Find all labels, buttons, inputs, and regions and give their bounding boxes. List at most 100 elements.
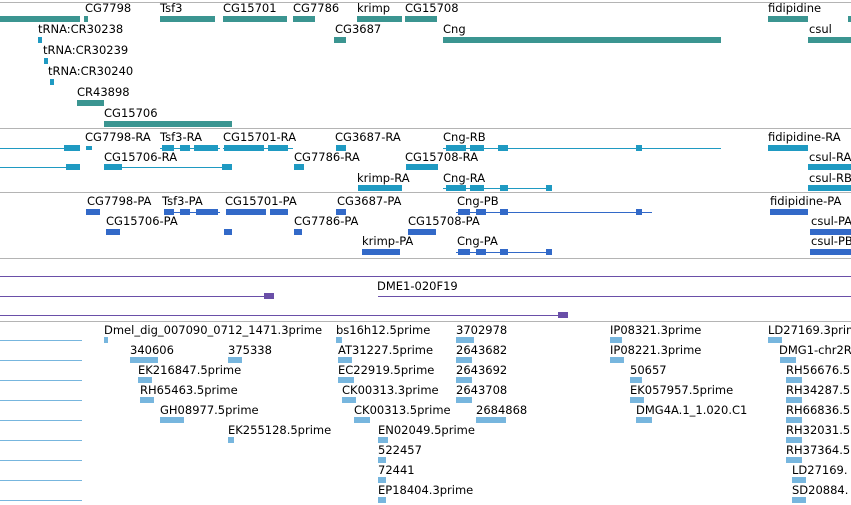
est-feature[interactable] bbox=[786, 377, 802, 383]
gene-feature[interactable] bbox=[334, 37, 346, 43]
est-feature[interactable] bbox=[610, 337, 622, 343]
gene-label[interactable]: CR43898 bbox=[77, 85, 130, 99]
gene-label[interactable]: krimp bbox=[357, 1, 391, 15]
transcript-exon[interactable] bbox=[222, 164, 232, 170]
est-feature[interactable] bbox=[378, 437, 388, 443]
est-label[interactable]: RH32031.5 bbox=[786, 423, 851, 437]
gene-feature[interactable] bbox=[293, 16, 315, 22]
est-label[interactable]: IP08321.3prime bbox=[610, 323, 702, 337]
est-label[interactable]: EK255128.5prime bbox=[228, 423, 332, 437]
transcript-label[interactable]: CG15701-RA bbox=[223, 130, 297, 144]
est-feature[interactable] bbox=[456, 377, 472, 383]
protein-label[interactable]: CG15701-PA bbox=[225, 194, 297, 208]
protein-cds[interactable] bbox=[86, 209, 100, 215]
est-feature[interactable] bbox=[630, 377, 642, 383]
gene-feature[interactable] bbox=[405, 16, 437, 22]
est-label[interactable]: 3702978 bbox=[456, 323, 508, 337]
transcript-exon[interactable] bbox=[500, 185, 508, 191]
est-label[interactable]: RH66836.5 bbox=[786, 403, 851, 417]
est-label[interactable]: LD27169.3prime bbox=[768, 323, 851, 337]
clone-line[interactable] bbox=[0, 315, 564, 316]
est-feature[interactable] bbox=[456, 337, 474, 343]
transcript-exon[interactable] bbox=[498, 145, 508, 151]
protein-label[interactable]: Cng-PB bbox=[457, 194, 499, 208]
gene-feature[interactable] bbox=[50, 79, 54, 85]
transcript-label[interactable]: CG15708-RA bbox=[405, 150, 479, 164]
transcript-exon[interactable] bbox=[268, 145, 288, 151]
protein-cds[interactable] bbox=[810, 229, 851, 235]
est-label[interactable]: RH56676.5 bbox=[786, 363, 851, 377]
est-feature[interactable] bbox=[130, 357, 158, 363]
transcript-exon[interactable] bbox=[336, 145, 346, 151]
transcript-exon[interactable] bbox=[86, 146, 92, 150]
transcript-exon[interactable] bbox=[446, 145, 466, 151]
transcript-exon[interactable] bbox=[224, 145, 264, 151]
gene-label[interactable]: CG15708 bbox=[405, 1, 459, 15]
est-label[interactable]: IP08221.3prime bbox=[610, 343, 702, 357]
est-feature[interactable] bbox=[228, 437, 234, 443]
est-feature[interactable] bbox=[476, 417, 506, 423]
protein-label[interactable]: CG15708-PA bbox=[408, 214, 480, 228]
est-label[interactable]: RH65463.5prime bbox=[140, 383, 238, 397]
protein-cds[interactable] bbox=[106, 229, 120, 235]
est-label[interactable]: 2684868 bbox=[476, 403, 528, 417]
transcript-exon[interactable] bbox=[808, 185, 851, 191]
gene-feature[interactable] bbox=[768, 16, 808, 22]
transcript-exon[interactable] bbox=[66, 164, 80, 170]
clone-line[interactable] bbox=[0, 296, 270, 297]
gene-feature[interactable] bbox=[357, 16, 402, 22]
est-feature[interactable] bbox=[338, 377, 354, 383]
est-label[interactable]: 72441 bbox=[378, 463, 415, 477]
protein-label[interactable]: csul-PA bbox=[811, 214, 851, 228]
est-label[interactable]: EC22919.5prime bbox=[338, 363, 435, 377]
est-label[interactable]: 2643682 bbox=[456, 343, 508, 357]
protein-cds[interactable] bbox=[770, 209, 808, 215]
est-feature[interactable] bbox=[140, 397, 154, 403]
est-feature[interactable] bbox=[610, 357, 624, 363]
est-feature[interactable] bbox=[786, 457, 802, 463]
transcript-label[interactable]: Cng-RA bbox=[443, 171, 486, 185]
protein-cds[interactable] bbox=[226, 209, 266, 215]
est-label[interactable]: 340606 bbox=[130, 343, 174, 357]
protein-cds[interactable] bbox=[500, 209, 508, 215]
est-label[interactable]: SD20884. bbox=[792, 483, 849, 497]
est-feature[interactable] bbox=[456, 397, 472, 403]
est-feature[interactable] bbox=[378, 497, 386, 503]
protein-label[interactable]: CG7786-PA bbox=[294, 214, 359, 228]
est-feature[interactable] bbox=[768, 337, 782, 343]
est-feature[interactable] bbox=[104, 337, 108, 343]
protein-cds[interactable] bbox=[810, 249, 851, 255]
protein-cds[interactable] bbox=[458, 249, 470, 255]
transcript-exon[interactable] bbox=[446, 185, 466, 191]
gene-feature[interactable] bbox=[160, 16, 215, 22]
gene-label[interactable]: CG7798 bbox=[85, 1, 132, 15]
protein-cds[interactable] bbox=[362, 249, 400, 255]
est-label[interactable]: bs16h12.5prime bbox=[336, 323, 431, 337]
transcript-label[interactable]: csul-RB bbox=[809, 171, 851, 185]
transcript-label[interactable]: CG7798-RA bbox=[85, 130, 151, 144]
protein-cds[interactable] bbox=[196, 209, 218, 215]
est-feature[interactable] bbox=[228, 357, 242, 363]
transcript-label[interactable]: krimp-RA bbox=[357, 171, 410, 185]
protein-label[interactable]: fidipidine-PA bbox=[770, 194, 842, 208]
est-feature[interactable] bbox=[786, 437, 802, 443]
transcript-exon[interactable] bbox=[104, 164, 122, 170]
transcript-label[interactable]: csul-RA bbox=[809, 150, 851, 164]
protein-label[interactable]: CG3687-PA bbox=[337, 194, 402, 208]
gene-feature[interactable] bbox=[0, 16, 80, 22]
clone-end[interactable] bbox=[264, 293, 274, 299]
protein-cds[interactable] bbox=[408, 229, 436, 235]
est-label[interactable]: LD27169. bbox=[792, 463, 848, 477]
est-feature[interactable] bbox=[636, 417, 652, 423]
transcript-exon[interactable] bbox=[294, 164, 304, 170]
est-feature[interactable] bbox=[630, 397, 644, 403]
est-feature[interactable] bbox=[780, 357, 796, 363]
protein-label[interactable]: CG7798-PA bbox=[87, 194, 152, 208]
gene-feature[interactable] bbox=[38, 37, 42, 43]
gene-label[interactable]: CG15701 bbox=[223, 1, 277, 15]
est-feature[interactable] bbox=[336, 337, 342, 343]
est-feature[interactable] bbox=[786, 397, 802, 403]
transcript-exon[interactable] bbox=[194, 145, 218, 151]
gene-label[interactable]: tRNA:CR30238 bbox=[38, 22, 124, 36]
